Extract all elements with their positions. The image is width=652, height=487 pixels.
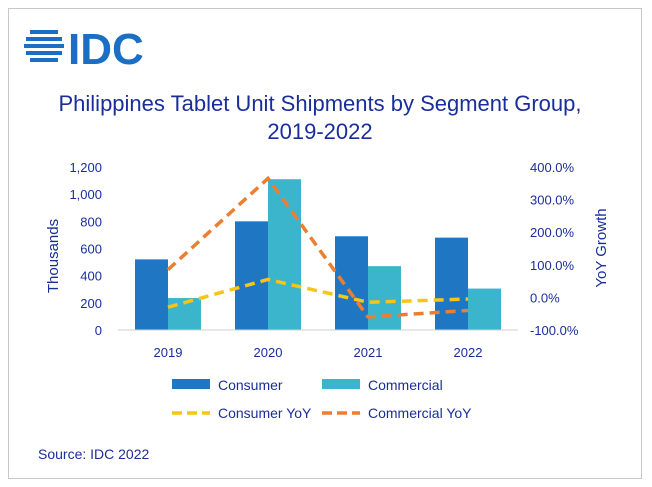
legend-label: Commercial — [368, 377, 443, 393]
bar-commercial-2021 — [368, 266, 401, 330]
y2-tick-label: 200.0% — [530, 225, 575, 240]
legend-label: Consumer — [218, 377, 283, 393]
globe-icon — [24, 30, 64, 62]
line-commercial-yoy — [166, 175, 469, 319]
y2-tick-label: 300.0% — [530, 193, 575, 208]
logo-wordmark: IDC — [68, 25, 144, 68]
legend-label: Commercial YoY — [368, 405, 472, 421]
bar-commercial-2020 — [268, 179, 301, 330]
frame-border — [8, 8, 642, 479]
bar-consumer-2020 — [235, 221, 268, 330]
y-axis-label: Thousands — [45, 219, 62, 293]
bar-commercial-2022 — [468, 288, 501, 330]
y2-tick-label: 0.0% — [530, 290, 560, 305]
chart-title: Philippines Tablet Unit Shipments by Seg… — [58, 91, 582, 144]
bar-consumer-2021 — [335, 236, 368, 330]
bar-consumer-2022 — [435, 237, 468, 330]
y-tick-label: 400 — [80, 269, 102, 284]
bar-consumer-2019 — [135, 259, 168, 330]
line-consumer-yoy — [167, 277, 469, 309]
y2-tick-label: 400.0% — [530, 160, 575, 175]
y-tick-label: 200 — [80, 296, 102, 311]
y-tick-label: 1,200 — [69, 160, 102, 175]
y-tick-label: 600 — [80, 242, 102, 257]
idc-logo: IDC — [24, 25, 144, 68]
y2-tick-label: 100.0% — [530, 258, 575, 273]
x-tick-label: 2022 — [454, 345, 483, 360]
source-note: Source: IDC 2022 — [38, 446, 150, 462]
y-tick-label: 1,000 — [69, 187, 102, 202]
y-tick-label: 0 — [95, 323, 102, 338]
legend-swatch — [172, 379, 210, 389]
x-tick-label: 2020 — [254, 345, 283, 360]
legend-swatch — [322, 379, 360, 389]
y2-tick-label: -100.0% — [530, 323, 579, 338]
legend-label: Consumer YoY — [218, 405, 312, 421]
y-tick-label: 800 — [80, 214, 102, 229]
x-tick-label: 2019 — [154, 345, 183, 360]
x-tick-label: 2021 — [354, 345, 383, 360]
y2-axis-label: YoY Growth — [593, 208, 610, 287]
